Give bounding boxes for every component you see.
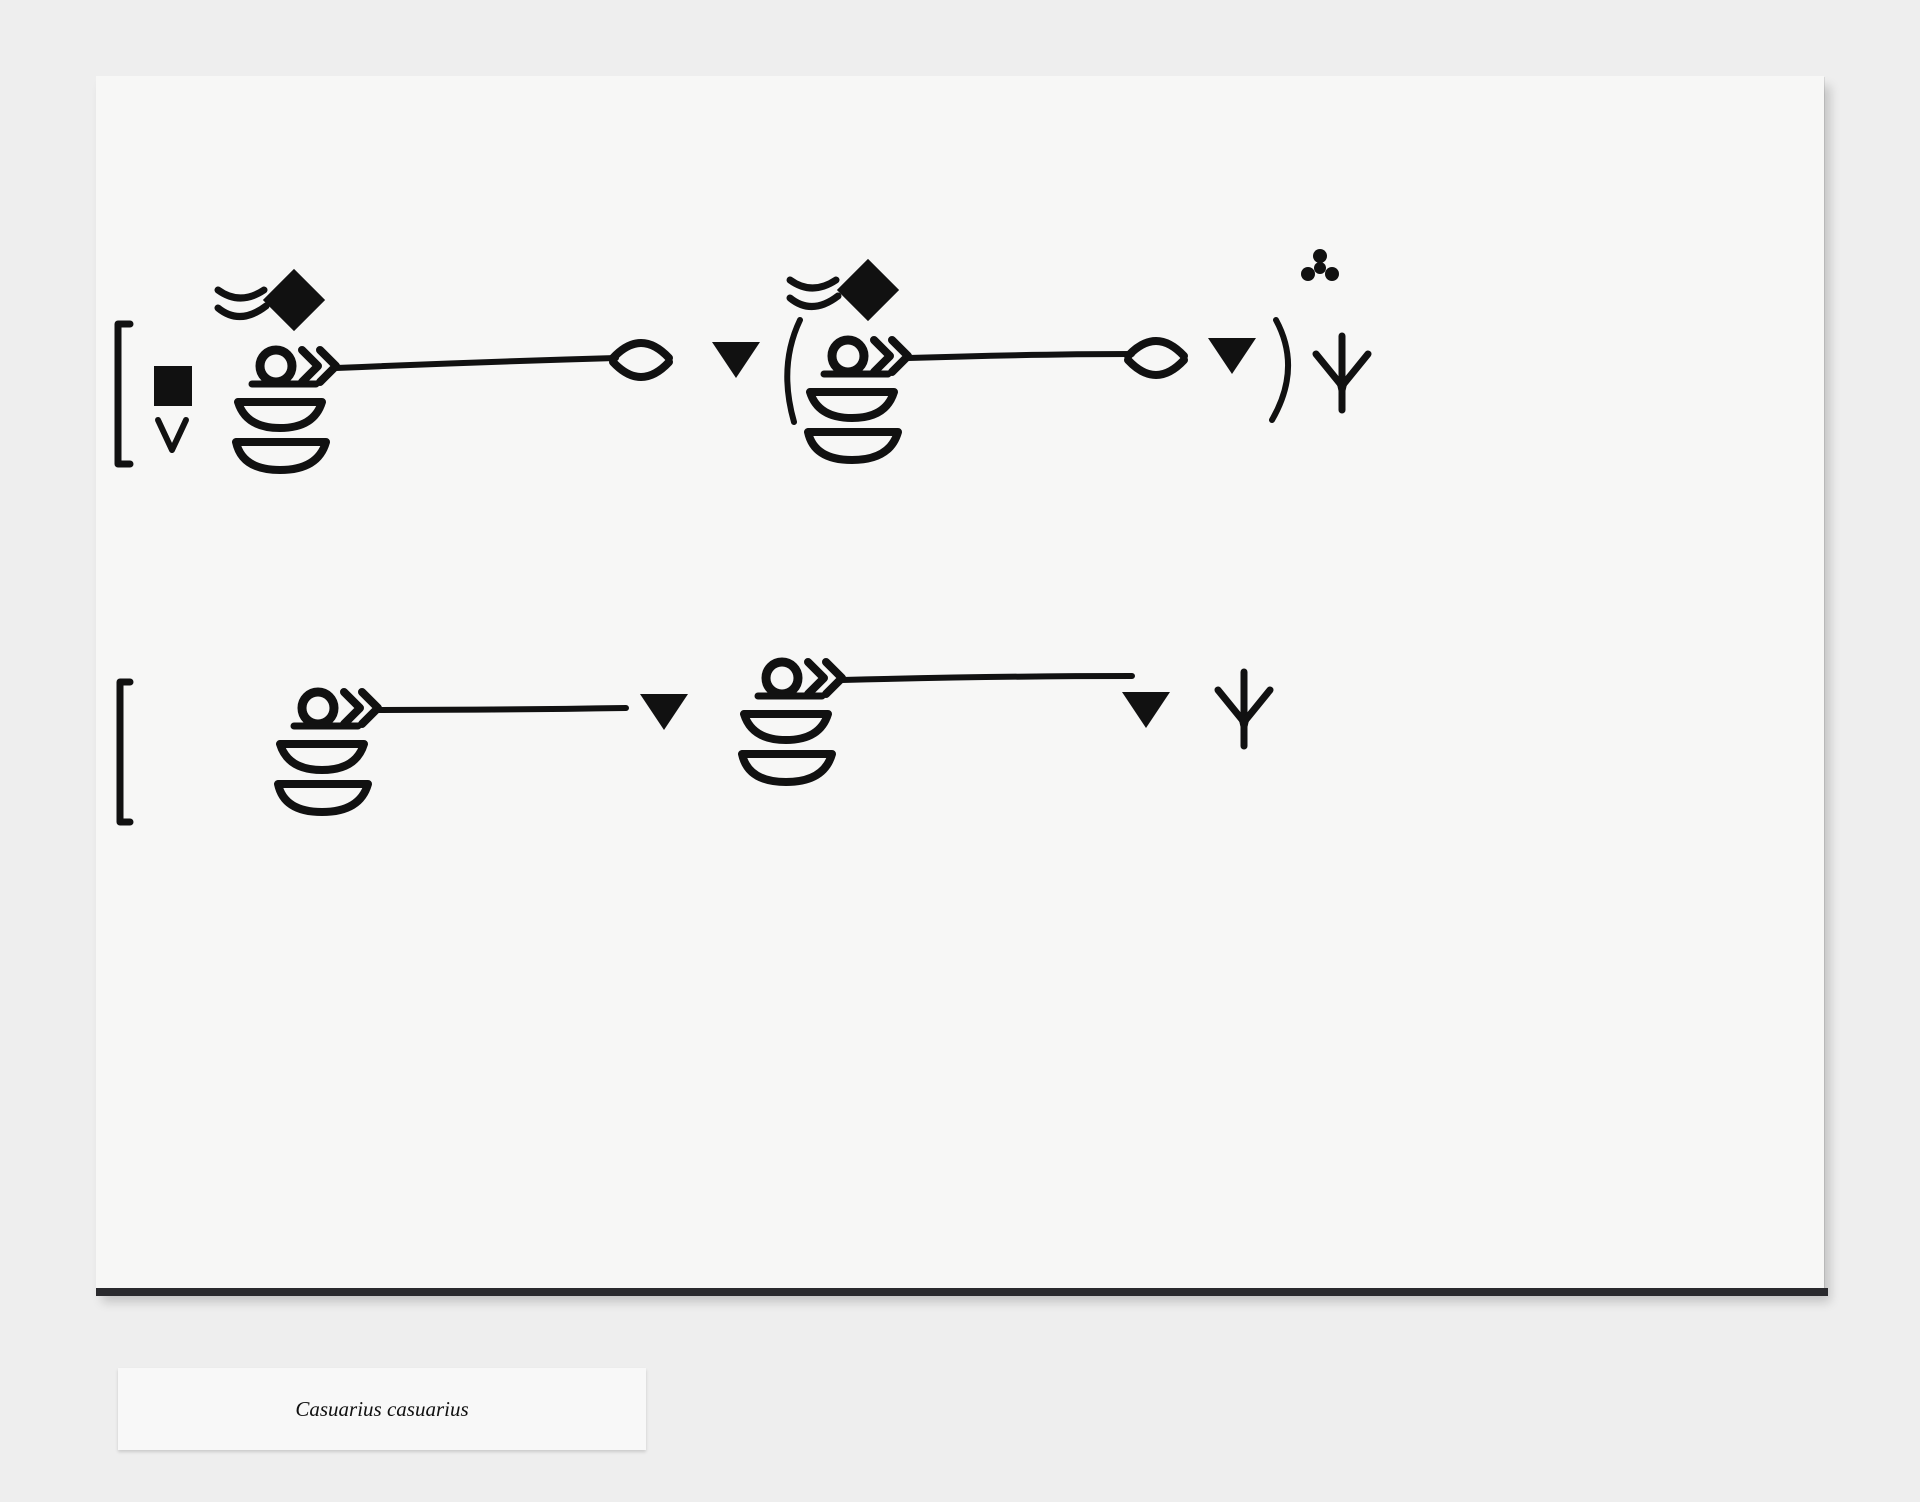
artwork-board	[96, 76, 1824, 1292]
glyph-cluster-4	[742, 662, 842, 782]
bracket-left-2	[116, 678, 134, 826]
bird-foot-1	[1316, 336, 1368, 410]
notation-score	[114, 249, 1824, 826]
lens-2	[1128, 341, 1184, 375]
lens-1	[613, 343, 669, 377]
glyph-cluster-2	[790, 258, 908, 460]
glyph-cluster-1	[218, 268, 336, 470]
triangle-1	[712, 342, 760, 378]
line-1	[333, 355, 619, 371]
v-mark	[155, 417, 189, 453]
notation-row-2	[116, 662, 1270, 826]
triangle-3	[640, 694, 688, 730]
board-edge	[96, 1288, 1828, 1296]
species-name: Casuarius casuarius	[295, 1396, 469, 1421]
line-3	[375, 705, 629, 713]
species-label-card: Casuarius casuarius	[118, 1368, 646, 1450]
bracket-left	[114, 320, 134, 468]
triangle-2	[1208, 338, 1256, 374]
paren-open	[784, 317, 803, 425]
filled-square	[154, 366, 192, 406]
glyph-cluster-3	[278, 692, 378, 812]
line-4	[839, 673, 1135, 683]
line-2	[905, 351, 1135, 361]
paren-close	[1269, 317, 1292, 423]
bird-foot-2	[1218, 672, 1270, 746]
notation-row-1	[114, 249, 1368, 470]
trefoil	[1301, 249, 1339, 281]
triangle-4	[1122, 692, 1170, 728]
